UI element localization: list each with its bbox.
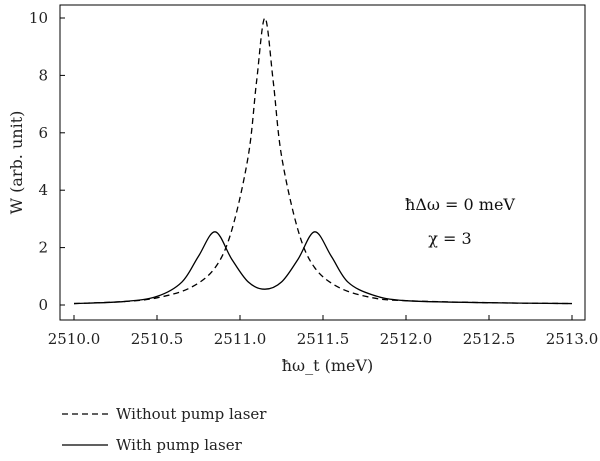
x-tick-label: 2511.5 [297, 330, 350, 348]
legend-label-with-pump: With pump laser [116, 436, 243, 454]
x-axis-label: ħω_t (meV) [282, 356, 374, 375]
x-tick-label: 2512.0 [380, 330, 433, 348]
series-line-with-pump [73, 231, 573, 305]
y-tick-label: 8 [38, 66, 48, 84]
y-tick-label: 10 [29, 9, 48, 27]
y-tick-label: 4 [38, 181, 48, 199]
x-tick-label: 2512.5 [463, 330, 516, 348]
series-line-without-pump [73, 17, 573, 305]
annotations: ħΔω = 0 meV χ = 3 [405, 195, 515, 248]
annotation-detuning: ħΔω = 0 meV [405, 195, 515, 214]
series-layer [73, 17, 573, 305]
x-tick-label: 2510.0 [48, 330, 101, 348]
legend: Without pump laser With pump laser [62, 405, 267, 454]
y-axis-label: W (arb. unit) [7, 111, 26, 215]
x-tick-label: 2513.0 [546, 330, 599, 348]
y-tick-label: 6 [38, 124, 48, 142]
y-tick-label: 0 [38, 296, 48, 314]
plot-frame [59, 4, 586, 321]
legend-label-without-pump: Without pump laser [116, 405, 267, 423]
x-tick-label: 2510.5 [131, 330, 184, 348]
y-tick-label: 2 [38, 239, 48, 257]
annotation-chi: χ = 3 [428, 229, 471, 248]
axes: 2510.0 2510.5 2511.0 2511.5 2512.0 2512.5 2513… [7, 4, 599, 375]
x-tick-label: 2511.0 [214, 330, 267, 348]
